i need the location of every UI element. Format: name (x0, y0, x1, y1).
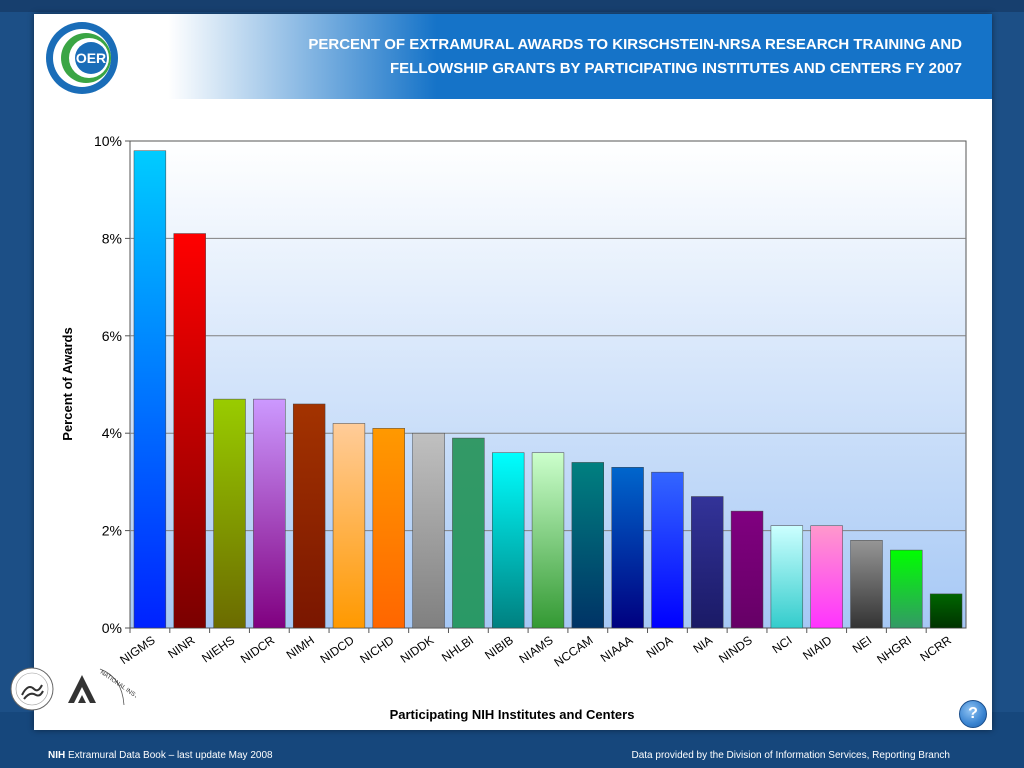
x-tick-label-nigms: NIGMS (117, 633, 157, 667)
x-tick-label-nimh: NIMH (284, 633, 317, 662)
bar-niaaa (611, 467, 644, 629)
x-tick-label-nci: NCI (770, 633, 795, 656)
footer-source-left: NIH Extramural Data Book – last update M… (48, 750, 273, 761)
x-tick-label-ninr: NINR (165, 633, 197, 661)
slide: OER PERCENT OF EXTRAMURAL AWARDS TO KIRS… (34, 14, 992, 730)
y-tick-label: 8% (102, 230, 122, 246)
slide-title-line1: PERCENT OF EXTRAMURAL AWARDS TO KIRSCHST… (308, 36, 962, 53)
footer-databook-text: Extramural Data Book – last update May 2… (65, 750, 273, 761)
y-tick-label: 4% (102, 425, 122, 441)
bar-nidcr (253, 398, 286, 629)
oer-logo-text: OER (76, 50, 106, 66)
x-tick-label-nida: NIDA (644, 633, 676, 661)
bar-nhlbi (452, 437, 485, 629)
x-tick-label-niddk: NIDDK (398, 633, 437, 666)
bar-nida (651, 471, 684, 629)
x-tick-label-ninds: NINDS (716, 633, 755, 666)
bar-chart: 0%2%4%6%8%10% NIGMS NINR NIEHS NIDCR NIMH NID… (60, 133, 967, 722)
footer-nih-label: NIH (48, 750, 66, 761)
bar-ninds (730, 510, 764, 629)
bar-nci (770, 525, 804, 629)
y-tick-label: 2% (102, 523, 122, 539)
slide-title-line2: FELLOWSHIP GRANTS BY PARTICIPATING INSTI… (389, 60, 962, 77)
bar-niehs (213, 398, 246, 629)
bar-ncrr (929, 593, 963, 629)
bar-niaid (810, 525, 843, 629)
nih-logo: NATIONAL INSTITUTES OF HEALTH (68, 668, 136, 715)
x-tick-labels: NIGMS NINR NIEHS NIDCR NIMH NIDCD NICHD NIDDK NH… (117, 628, 954, 670)
oer-logo: OER (46, 22, 118, 94)
x-tick-label-nidcr: NIDCR (238, 633, 277, 666)
y-tick-label: 6% (102, 328, 122, 344)
bar-nhgri (890, 549, 923, 629)
x-tick-label-nhgri: NHGRI (874, 633, 914, 667)
x-tick-label-nibib: NIBIB (482, 633, 516, 662)
x-tick-label-niams: NIAMS (517, 633, 556, 666)
header-banner: OER PERCENT OF EXTRAMURAL AWARDS TO KIRS… (34, 14, 992, 99)
x-tick-label-nei: NEI (850, 633, 874, 656)
y-tick-label: 0% (102, 620, 122, 636)
y-tick-label: 10% (94, 133, 122, 149)
footer-source-right: Data provided by the Division of Informa… (631, 750, 951, 761)
x-tick-label-nhlbi: NHLBI (439, 633, 476, 665)
y-tick-labels: 0% 2% 4% 6% 8% 10% (94, 133, 122, 636)
bar-nidcd (332, 423, 366, 629)
y-axis-label: Percent of Awards (60, 327, 75, 440)
bar-niddk (412, 432, 445, 629)
x-tick-label-nia: NIA (691, 633, 715, 656)
bar-nigms (133, 150, 167, 629)
bar-nimh (292, 403, 326, 629)
x-tick-label-niaaa: NIAAA (598, 633, 636, 665)
x-tick-label-niehs: NIEHS (199, 633, 237, 666)
x-tick-label-nidcd: NIDCD (318, 633, 357, 666)
hhs-seal-logo (10, 667, 54, 711)
x-tick-label-ncrr: NCRR (917, 633, 954, 665)
x-tick-label-niaid: NIAID (800, 633, 835, 663)
nih-logo-text: NATIONAL INSTITUTES OF HEALTH (99, 670, 136, 715)
x-axis-label: Participating NIH Institutes and Centers (390, 707, 635, 722)
bars (133, 150, 963, 629)
bar-nichd (372, 428, 405, 629)
x-tick-label-nccam: NCCAM (551, 633, 595, 670)
bar-ninr (173, 233, 206, 629)
help-button[interactable]: ? (959, 700, 987, 728)
bar-nibib (492, 452, 525, 629)
slide-title: PERCENT OF EXTRAMURAL AWARDS TO KIRSCHST… (222, 33, 962, 81)
bar-nei (850, 540, 883, 629)
bar-nccam (571, 462, 604, 629)
bar-niams (531, 452, 565, 629)
x-tick-label-nichd: NICHD (357, 633, 396, 666)
top-band (0, 0, 1024, 12)
bar-nia (691, 496, 724, 629)
